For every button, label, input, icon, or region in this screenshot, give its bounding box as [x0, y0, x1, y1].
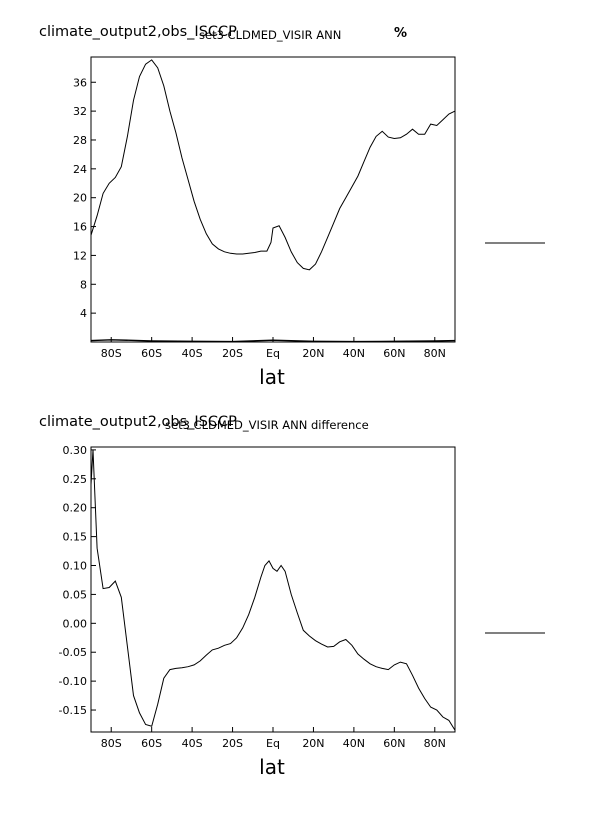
y-tick-label: 0.30 — [63, 444, 88, 457]
chart-2: 80S 60S 40S 20S Eq 20N 40N 60N 80N -0.15 -0.10 -0.0… — [59, 444, 456, 779]
y-tick-label: -0.10 — [59, 675, 87, 688]
panel-2-title: climate_output2,obs_ISCCP — [39, 414, 237, 430]
x-axis-title: lat — [259, 755, 285, 779]
y-tick-label: 0.15 — [63, 531, 88, 544]
plot-frame — [90, 56, 456, 343]
x-tick-label: 20N — [302, 737, 324, 750]
series-line-1 — [90, 449, 456, 731]
x-tick-label: 20S — [222, 347, 243, 360]
y-tick-label: 24 — [73, 163, 87, 176]
y-tick-label: 0.00 — [63, 617, 88, 630]
x-axis-title: lat — [259, 365, 285, 389]
y-tick-label: 16 — [73, 221, 87, 234]
panel-1-subtitle: set3 CLDMED_VISIR ANN — [199, 28, 342, 42]
x-tick-label: Eq — [266, 347, 280, 360]
x-tick-label: 40S — [182, 347, 203, 360]
x-tick-label: 80N — [424, 347, 446, 360]
y-tick-label: 12 — [73, 249, 87, 262]
y-tick-label: 28 — [73, 134, 87, 147]
x-tick-label: 60N — [383, 737, 405, 750]
y-tick-label: 8 — [80, 278, 87, 291]
x-tick-label: 40N — [343, 347, 365, 360]
x-tick-label: 80S — [101, 347, 122, 360]
x-tick-label: 60S — [141, 347, 162, 360]
y-tick-label: 0.20 — [63, 502, 88, 515]
x-tick-label: 40S — [182, 737, 203, 750]
y-tick-label: 32 — [73, 105, 87, 118]
y-tick-label: -0.15 — [59, 704, 87, 717]
x-tick-label: 80N — [424, 737, 446, 750]
chart-1: 80S 60S 40S 20S Eq 20N 40N 60N 80N 4 8 12 16 20 24 28 32… — [73, 56, 456, 389]
x-tick-label: 80S — [101, 737, 122, 750]
x-tick-label: Eq — [266, 737, 280, 750]
y-tick-label: -0.05 — [59, 646, 87, 659]
x-tick-label: 20S — [222, 737, 243, 750]
y-tick-label: 0.25 — [63, 473, 88, 486]
y-tick-label: 20 — [73, 192, 87, 205]
x-tick-label: 60N — [383, 347, 405, 360]
panel-1-units: % — [394, 26, 408, 41]
y-tick-label: 0.05 — [63, 588, 88, 601]
series-line-1 — [90, 59, 456, 271]
y-tick-label: 4 — [80, 307, 87, 320]
x-tick-label: 40N — [343, 737, 365, 750]
x-tick-label: 60S — [141, 737, 162, 750]
y-tick-label: 0.10 — [63, 560, 88, 573]
plot-frame — [90, 446, 456, 733]
y-tick-label: 36 — [73, 76, 87, 89]
x-tick-label: 20N — [302, 347, 324, 360]
panel-1-title: climate_output2,obs_ISCCP — [39, 24, 237, 40]
panel-2-subtitle: set3 CLDMED_VISIR ANN difference — [165, 418, 369, 432]
series-line-2 — [90, 339, 456, 343]
